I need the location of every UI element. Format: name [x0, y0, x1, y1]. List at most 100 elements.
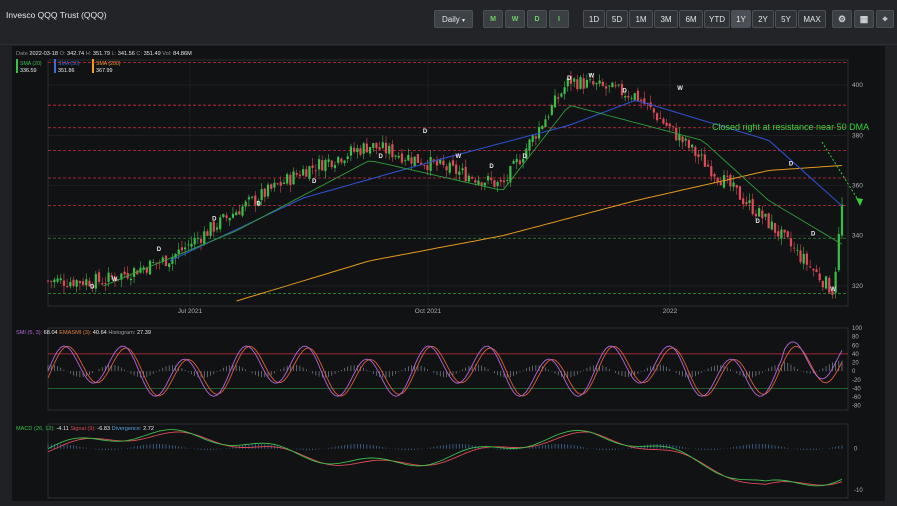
- candle-body: [588, 79, 592, 81]
- candle-body: [62, 280, 66, 286]
- ohlc-part: O:: [60, 51, 67, 57]
- candle-body: [544, 119, 547, 128]
- candle-body: [142, 267, 145, 271]
- pattern-marker-label: D: [157, 247, 162, 253]
- settings-icon[interactable]: ⚙: [832, 10, 852, 28]
- candle-body: [617, 84, 620, 86]
- candle-body: [215, 227, 219, 230]
- candle-body: [522, 158, 525, 163]
- candle-body: [107, 272, 110, 282]
- candle-body: [394, 155, 397, 157]
- candle-body: [499, 180, 502, 182]
- pattern-marker-label: W: [830, 287, 836, 293]
- candle-body: [410, 157, 413, 164]
- candle-body: [655, 113, 659, 121]
- candle-body: [400, 153, 404, 163]
- chart-area[interactable]: Date 2022-03-18 O: 342.74 H: 351.79 L: 3…: [12, 46, 885, 501]
- candle-body: [219, 217, 222, 230]
- candle-body: [490, 177, 493, 181]
- candle-body: [152, 262, 155, 263]
- range-button-6m[interactable]: 6M: [679, 10, 703, 28]
- candle-body: [85, 279, 88, 286]
- top-toolbar: Invesco QQQ Trust (QQQ) Daily ▾ M W D I …: [0, 0, 897, 45]
- ohlc-part: 2022-03-18: [29, 51, 59, 57]
- candle-body: [388, 145, 391, 154]
- candle-body: [630, 98, 633, 99]
- range-button-5y[interactable]: 5Y: [775, 10, 797, 28]
- candle-body: [340, 158, 343, 163]
- candle-body: [579, 77, 582, 89]
- candle-body: [573, 78, 576, 82]
- smi-y-tick-label: 80: [852, 335, 859, 341]
- candle-body: [751, 199, 754, 215]
- candle-body: [292, 171, 295, 185]
- chart-type-weekly-button[interactable]: W: [505, 10, 525, 28]
- candle-body: [273, 182, 276, 188]
- candle-body: [66, 286, 69, 287]
- range-button-2y[interactable]: 2Y: [752, 10, 774, 28]
- candle-body: [308, 166, 311, 179]
- ohlc-part: Date: [16, 51, 29, 57]
- candle-body: [627, 95, 630, 98]
- candle-body: [576, 79, 579, 90]
- candle-body: [502, 180, 506, 183]
- candle-body: [687, 139, 691, 148]
- chart-type-daily-button[interactable]: D: [527, 10, 547, 28]
- candle-body: [69, 282, 72, 287]
- candle-body: [429, 157, 432, 171]
- candle-body: [145, 268, 148, 273]
- candle-body: [46, 280, 50, 282]
- range-button-5d[interactable]: 5D: [606, 10, 628, 28]
- sma-legend-value: 367.99: [96, 68, 113, 74]
- candle-body: [633, 93, 636, 100]
- range-button-1m[interactable]: 1M: [629, 10, 653, 28]
- candle-body: [786, 231, 789, 238]
- candle-body: [735, 184, 738, 188]
- candle-body: [110, 275, 113, 278]
- range-button-1y[interactable]: 1Y: [731, 10, 751, 28]
- smi-legend-part: 68.04: [42, 330, 59, 336]
- sma-legend-label: SMA (50): [58, 61, 80, 67]
- range-button-1d[interactable]: 1D: [583, 10, 605, 28]
- candle-body: [381, 142, 384, 148]
- sma-legend-swatch: [16, 59, 18, 73]
- candle-body: [407, 155, 410, 161]
- smi-y-tick-label: 100: [852, 326, 863, 332]
- chart-type-intraday-button[interactable]: I: [549, 10, 569, 28]
- pattern-marker-label: D: [257, 202, 262, 208]
- candle-body: [317, 159, 321, 170]
- candle-body: [726, 175, 729, 177]
- calculator-icon[interactable]: ▦: [854, 10, 874, 28]
- candle-body: [445, 166, 448, 171]
- candle-body: [244, 201, 247, 207]
- ohlc-part: 341.56: [118, 51, 137, 57]
- candle-body: [81, 281, 85, 285]
- pattern-marker-label: W: [455, 154, 461, 160]
- candle-body: [196, 238, 199, 240]
- smi-y-tick-label: -60: [852, 395, 861, 401]
- candle-body: [241, 206, 244, 216]
- smi-panel: 100 80 60 40 20 0 -20 -40 -60 -80 SMI (5, 3): 68.0…: [16, 326, 863, 411]
- candle-body: [824, 276, 828, 289]
- candle-body: [761, 210, 764, 219]
- candle-body: [397, 155, 400, 158]
- candle-body: [611, 82, 614, 88]
- chart-type-monthly-button[interactable]: M: [483, 10, 503, 28]
- candle-body: [757, 208, 761, 217]
- price-y-tick-label: 400: [852, 82, 863, 89]
- candle-body: [302, 169, 305, 176]
- stock-chart-svg[interactable]: Date 2022-03-18 O: 342.74 H: 351.79 L: 3…: [12, 46, 885, 501]
- pattern-marker-label: D: [811, 232, 816, 238]
- candle-body: [260, 189, 263, 201]
- share-icon[interactable]: ⌖: [876, 10, 894, 28]
- candle-body: [250, 196, 254, 198]
- smi-y-tick-label: 60: [852, 343, 859, 349]
- range-button-ytd[interactable]: YTD: [704, 10, 730, 28]
- candle-body: [528, 139, 531, 151]
- interval-dropdown[interactable]: Daily ▾: [434, 10, 473, 28]
- candle-body: [773, 223, 777, 233]
- range-button-max[interactable]: MAX: [798, 10, 826, 28]
- range-button-3m[interactable]: 3M: [654, 10, 678, 28]
- candle-body: [697, 154, 700, 158]
- macd-y-tick-label: 0: [854, 447, 858, 453]
